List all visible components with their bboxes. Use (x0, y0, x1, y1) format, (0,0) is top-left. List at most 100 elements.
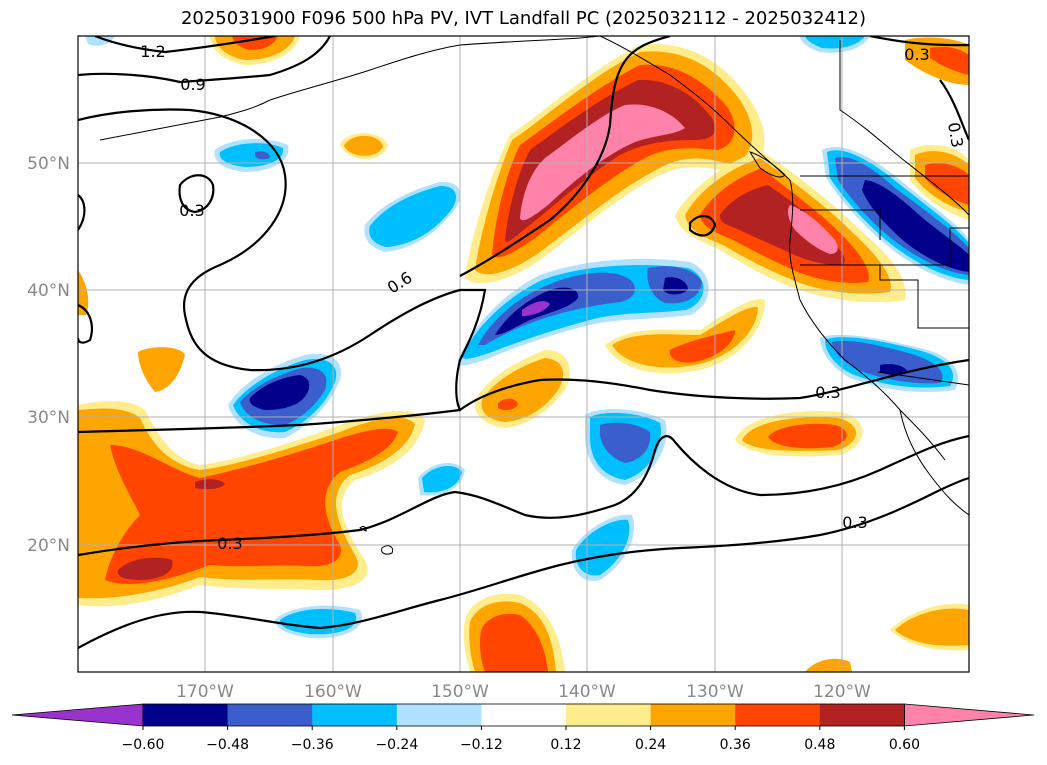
negative-anomaly-top-left (85, 36, 115, 46)
baja (899, 409, 969, 516)
contour-label: 0.3 (904, 45, 929, 64)
colorbar-tick-label: −0.24 (375, 737, 418, 753)
negative-anomaly-small-3-blue (422, 466, 462, 493)
colorbar-tick-label: −0.48 (206, 737, 249, 753)
contour-east-vertical (939, 79, 969, 141)
lon-tick-label: 120°W (813, 682, 871, 702)
contour-north-large (78, 108, 969, 412)
negative-anomaly-south-1-blue (575, 519, 630, 576)
colorbar-tick-label: 0.12 (550, 737, 581, 753)
positive-anomaly-east-central-orange (612, 307, 758, 368)
positive-anomaly-north-top-red (232, 36, 278, 50)
negative-anomaly-north-1-blue (369, 185, 457, 247)
colorbar-segment (566, 704, 652, 726)
border-bc-ab (839, 40, 969, 216)
colorbar-segment (227, 704, 313, 726)
aleutian-islands (99, 99, 271, 141)
positive-anomaly-ne-top-red (930, 46, 969, 75)
negative-anomaly-south-2-blue (280, 608, 357, 635)
positive-anomaly-subtropical-darkred2 (195, 479, 225, 490)
border-mexico (877, 371, 969, 386)
colorbar-tick-label: −0.36 (291, 737, 334, 753)
colorbar-outline (142, 703, 905, 727)
negative-anomaly-central-blue (462, 265, 704, 359)
negative-anomaly-north-2-royal (255, 151, 270, 160)
contour-label: 0.3 (179, 201, 204, 220)
positive-anomaly-bottom (805, 658, 852, 672)
contour-top-middle (459, 36, 671, 277)
lon-tick-label: 150°W (431, 682, 489, 702)
contour-label: 0.3 (217, 534, 242, 553)
negative-anomaly-top-blue (805, 36, 865, 49)
colorbar-extend-max (904, 703, 1035, 727)
colorbar-segment (143, 704, 229, 726)
vancouver-island (748, 151, 786, 178)
hawaii-1 (381, 545, 394, 555)
alaska-coast (269, 36, 601, 101)
lon-tick-label: 170°W (176, 682, 234, 702)
border-states-3 (879, 265, 969, 329)
contour-left (78, 194, 86, 231)
lat-tick-label: 50°N (27, 154, 70, 174)
negative-anomaly-coastal-south-royal (832, 340, 943, 384)
colorbar-tick-label: 0.24 (635, 737, 666, 753)
lon-tick-label: 160°W (304, 682, 362, 702)
positive-anomaly-small-1-orange (344, 135, 383, 156)
positive-anomaly-ne-corner-red (925, 163, 969, 205)
lon-tick-label: 140°W (558, 682, 616, 702)
contour-0.3-loop (178, 174, 215, 214)
longitude-labels: 170°W 160°W 150°W 140°W 130°W 120°W (176, 682, 871, 702)
positive-anomaly-ar-north-pink (520, 104, 685, 221)
colorbar-tick-label: −0.12 (460, 737, 503, 753)
border-states-2 (800, 227, 969, 266)
negative-anomaly-west-navy (249, 375, 310, 410)
contour-1.2 (94, 36, 276, 54)
lat-tick-label: 40°N (27, 281, 70, 301)
contour-label: 1.2 (140, 42, 165, 61)
map-frame (77, 35, 970, 673)
negative-anomaly-coastal-north-navy (862, 180, 969, 272)
contour-label: 0.3 (944, 121, 967, 149)
contour-label: 0.3 (842, 513, 867, 532)
contour-label: 0.9 (180, 75, 205, 94)
negative-anomaly-central-purple (522, 301, 550, 316)
contour-subtropic (78, 434, 969, 557)
contour-label: 0.3 (815, 383, 840, 402)
contour-south (78, 476, 969, 649)
positive-anomaly-small-2 (138, 347, 185, 392)
filled-contours (78, 36, 969, 672)
colorbar-segment (819, 704, 905, 726)
negative-anomaly-north-2-blue (219, 143, 284, 167)
colorbar: −0.60 −0.48 −0.36 −0.24 −0.12 0.12 0.24 0.36 0.4… (11, 703, 1035, 753)
pv-contours (78, 36, 969, 649)
colorbar-extend-min (11, 703, 144, 727)
colorbar-tick-label: 0.60 (889, 737, 920, 753)
colorbar-segment (396, 704, 482, 726)
colorbar-segment (312, 704, 398, 726)
contour-label-group: 1.2 0.9 0.3 0.6 0.3 0.3 0.3 0.3 0.3 (140, 42, 967, 553)
positive-anomaly-east-central-red (669, 330, 735, 363)
latitude-labels: 50°N 40°N 30°N 20°N (27, 154, 70, 556)
colorbar-segment (650, 704, 736, 726)
negative-anomaly-coastal-south-navy (880, 363, 908, 375)
colorbar-tick-label: 0.36 (720, 737, 751, 753)
colorbar-tick-label: 0.48 (804, 737, 835, 753)
lat-tick-label: 20°N (27, 536, 70, 556)
positive-anomaly-central-red (498, 398, 518, 411)
map-title: 2025031900 F096 500 hPa PV, IVT Landfall… (180, 8, 867, 29)
hawaii-2 (359, 526, 367, 532)
bc-coast (599, 36, 791, 181)
positive-anomaly-coastal-pink (787, 205, 838, 254)
positive-anomaly-left-edge (78, 270, 89, 315)
lon-tick-label: 130°W (686, 682, 744, 702)
west-coast (789, 179, 946, 461)
contour-north-east (869, 36, 969, 47)
contour-0.9 (78, 36, 331, 84)
contour-0.3-mid (78, 408, 461, 434)
positive-anomaly-south-red (479, 613, 548, 672)
positive-anomaly-se-orange (895, 608, 969, 646)
lat-tick-label: 30°N (27, 408, 70, 428)
positive-anomaly-subtropical-darkred1 (117, 557, 173, 580)
negative-anomaly-east-lat30-royal (600, 422, 651, 463)
